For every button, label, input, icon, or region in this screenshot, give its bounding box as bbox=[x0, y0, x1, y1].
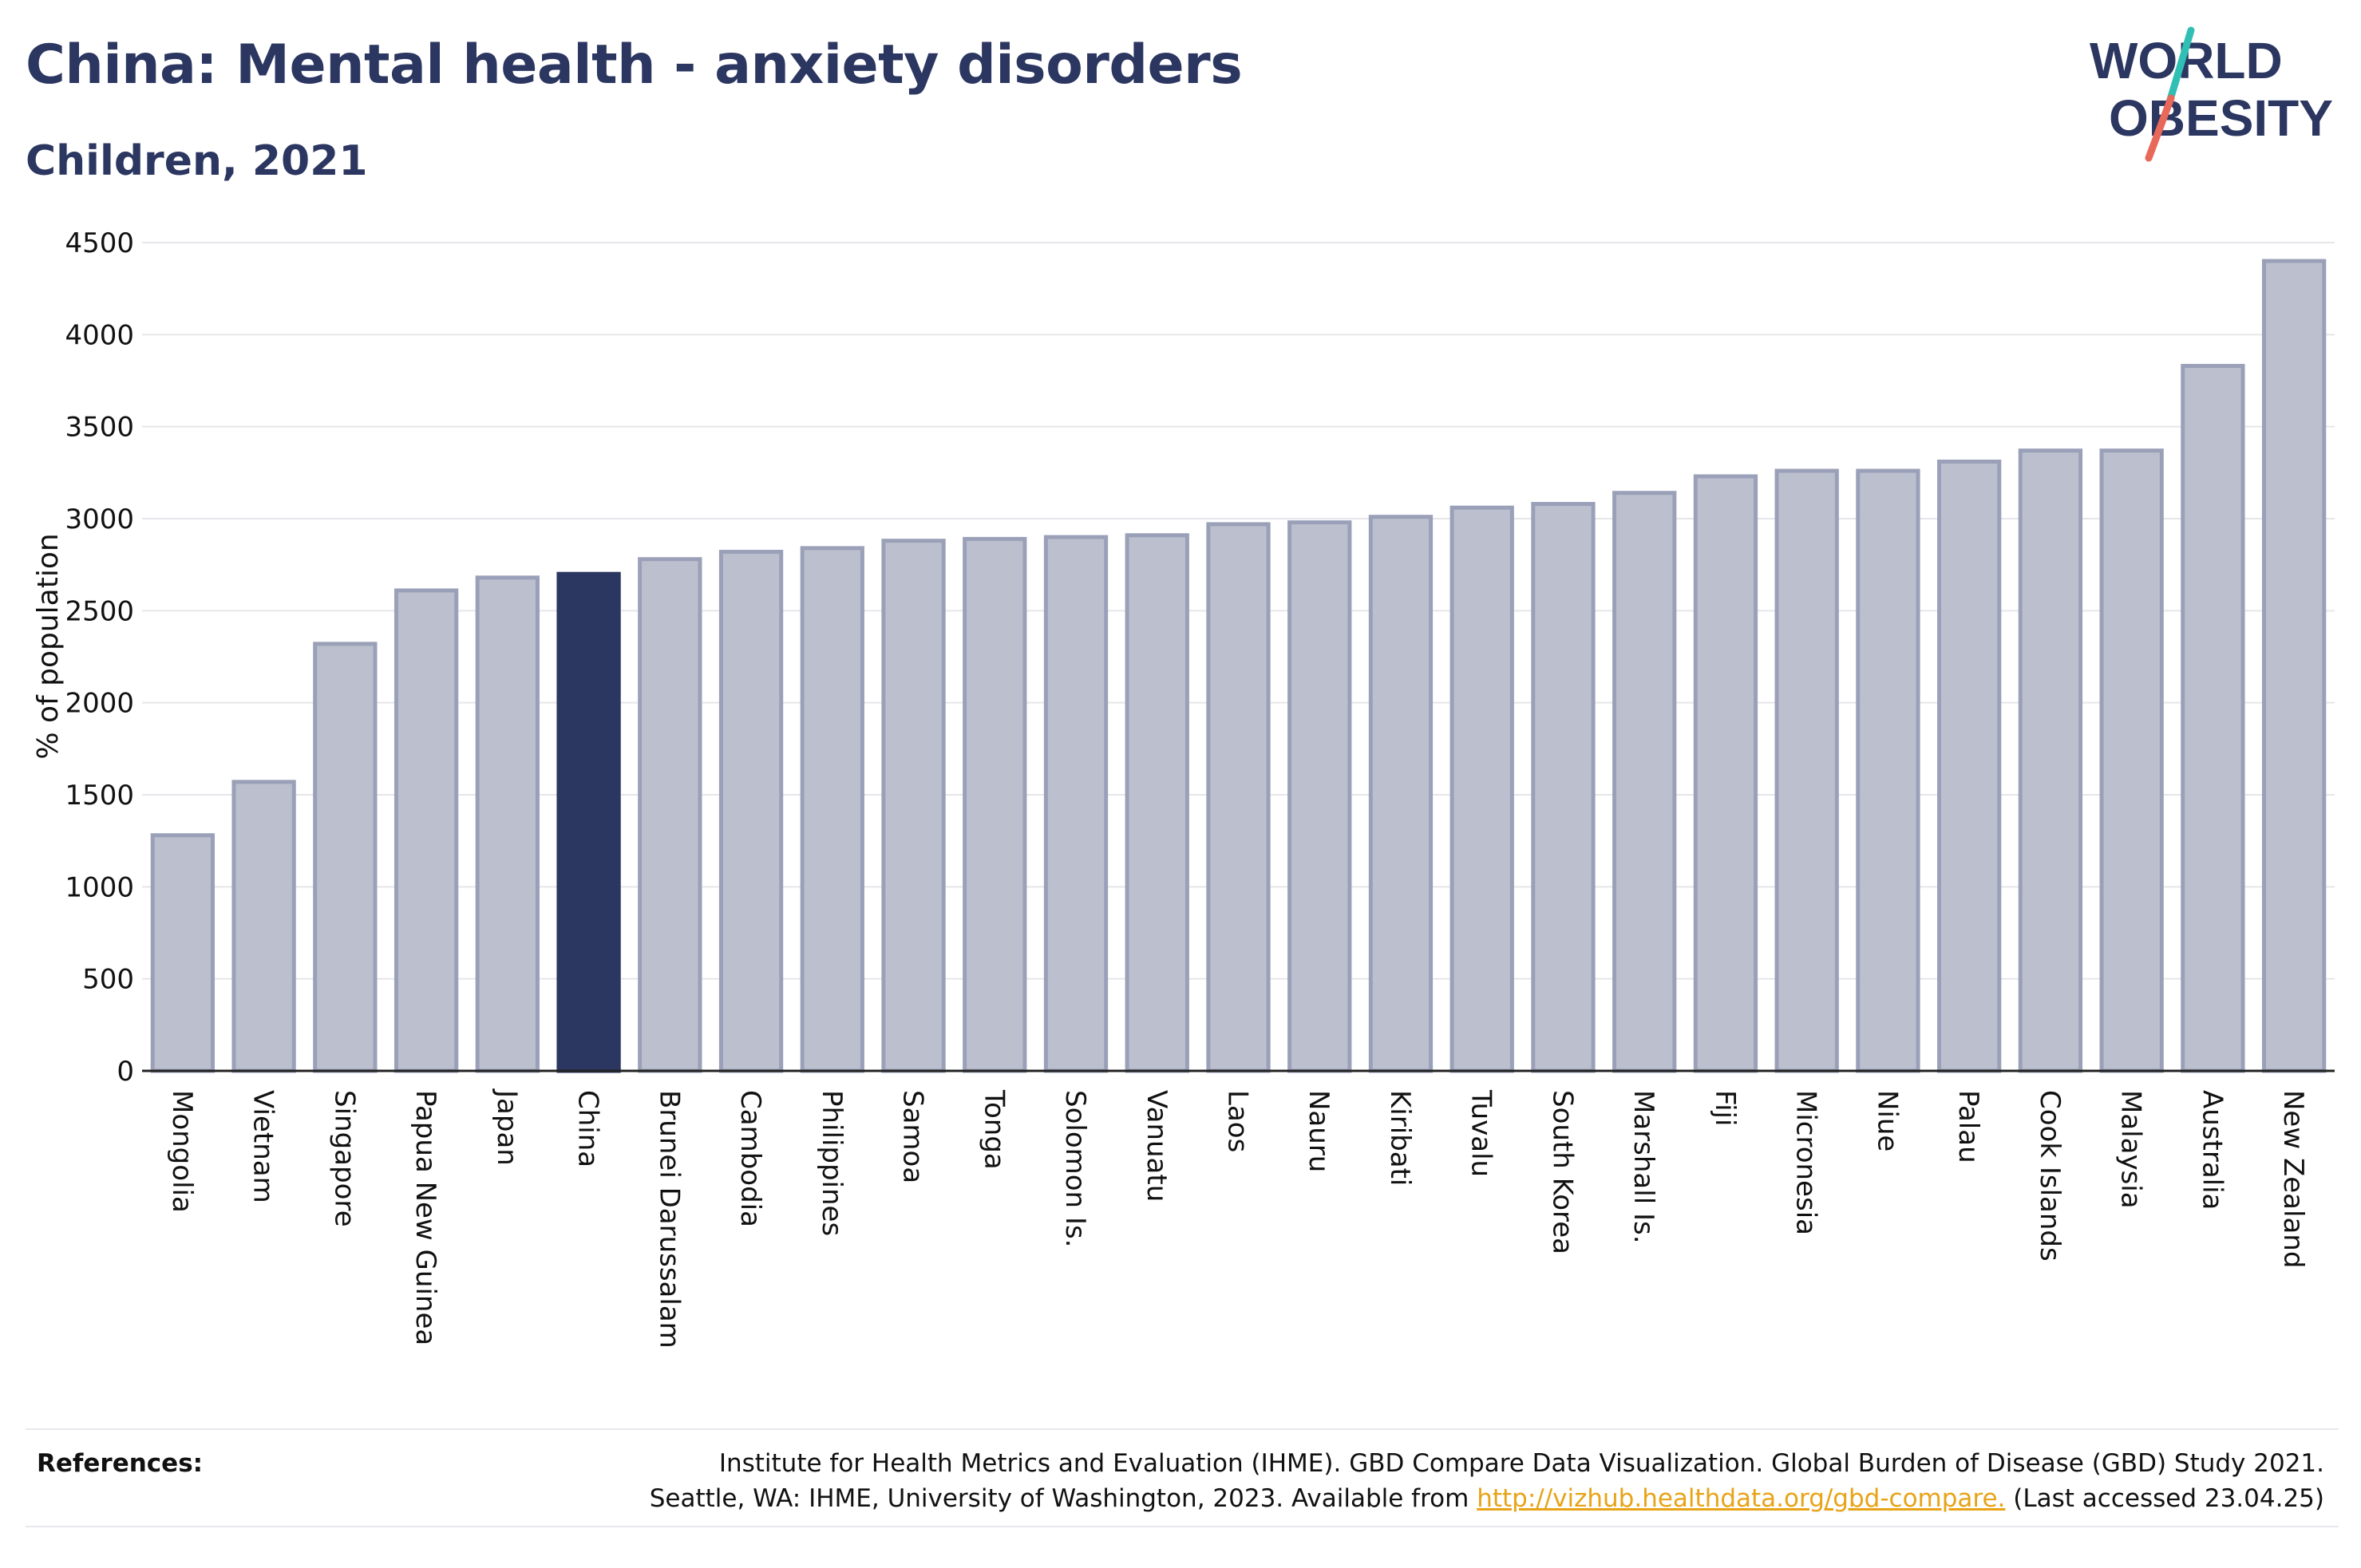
x-tick-label: New Zealand bbox=[2277, 1090, 2309, 1268]
x-tick-label: Micronesia bbox=[1790, 1090, 1822, 1235]
x-tick-label: Mongolia bbox=[166, 1090, 198, 1213]
x-tick-label: Vietnam bbox=[247, 1090, 279, 1203]
bar-philippines[interactable] bbox=[800, 546, 864, 1073]
y-tick-label: 500 bbox=[82, 964, 134, 996]
bar-new-zealand[interactable] bbox=[2261, 259, 2327, 1073]
bar-solomon-is[interactable] bbox=[1043, 535, 1109, 1073]
x-tick-label: South Korea bbox=[1546, 1090, 1578, 1254]
bar-china[interactable] bbox=[556, 571, 621, 1073]
y-tick-label: 3500 bbox=[65, 412, 134, 444]
bar-marshall-is[interactable] bbox=[1612, 491, 1677, 1073]
x-tick-label: Tonga bbox=[978, 1089, 1010, 1170]
x-tick-label: Philippines bbox=[816, 1090, 848, 1236]
logo-text-obesity: OBESITY bbox=[2109, 89, 2333, 147]
bar-brunei-darussalam[interactable] bbox=[638, 557, 702, 1073]
y-tick-label: 1000 bbox=[65, 871, 134, 903]
bar-palau[interactable] bbox=[1937, 459, 2002, 1073]
x-tick-label: Solomon Is. bbox=[1059, 1090, 1091, 1247]
x-tick-label: Malaysia bbox=[2115, 1090, 2147, 1209]
bar-tonga[interactable] bbox=[963, 536, 1027, 1073]
y-tick-label: 3000 bbox=[65, 504, 134, 535]
bar-chart: 0 500 1000 1500 2000 2500 3000 3500 4000 4500 Mon… bbox=[32, 227, 2335, 1349]
y-tick-label: 4500 bbox=[65, 227, 134, 259]
x-tick-label: Laos bbox=[1222, 1090, 1254, 1152]
y-axis-ticks: 0 500 1000 1500 2000 2500 3000 3500 4000 4500 bbox=[65, 227, 134, 1088]
x-tick-label: Papua New Guinea bbox=[409, 1090, 441, 1345]
x-tick-label: Vanuatu bbox=[1141, 1090, 1173, 1202]
reference-link[interactable]: http://vizhub.healthdata.org/gbd-compare… bbox=[1477, 1484, 2006, 1513]
bar-fiji[interactable] bbox=[1693, 474, 1758, 1073]
y-axis-label: % of population bbox=[32, 533, 65, 759]
x-tick-label: Australia bbox=[2196, 1090, 2228, 1210]
world-obesity-logo: WORLD OBESITY bbox=[2090, 26, 2333, 162]
x-tick-label: Marshall Is. bbox=[1627, 1090, 1659, 1244]
x-tick-label: Cook Islands bbox=[2034, 1090, 2066, 1262]
x-tick-label: Palau bbox=[1952, 1090, 1984, 1163]
logo-slash-teal bbox=[2165, 26, 2195, 106]
bar-papua-new-guinea[interactable] bbox=[394, 588, 459, 1073]
references-divider-top bbox=[26, 1428, 2339, 1430]
bar-japan[interactable] bbox=[475, 575, 540, 1073]
y-tick-label: 4000 bbox=[65, 319, 134, 351]
y-tick-label: 2500 bbox=[65, 595, 134, 627]
y-tick-label: 2000 bbox=[65, 688, 134, 720]
bar-micronesia[interactable] bbox=[1774, 468, 1839, 1073]
y-tick-label: 1500 bbox=[65, 780, 134, 812]
x-tick-label: Japan bbox=[491, 1088, 523, 1166]
x-tick-label: Cambodia bbox=[734, 1090, 766, 1227]
bars bbox=[150, 259, 2327, 1073]
x-tick-label: Kiribati bbox=[1384, 1090, 1416, 1186]
x-tick-label: Fiji bbox=[1709, 1090, 1741, 1126]
x-axis-labels: Mongolia Vietnam Singapore Papua New Guinea… bbox=[166, 1088, 2309, 1349]
references-label: References: bbox=[37, 1449, 204, 1478]
bar-tuvalu[interactable] bbox=[1449, 505, 1514, 1073]
x-tick-label: Niue bbox=[1871, 1090, 1903, 1151]
x-tick-label: Brunei Darussalam bbox=[653, 1090, 685, 1349]
chart-subtitle: Children, 2021 bbox=[26, 137, 368, 185]
bar-nauru[interactable] bbox=[1287, 520, 1352, 1073]
bar-mongolia[interactable] bbox=[150, 833, 216, 1073]
bar-cambodia[interactable] bbox=[718, 550, 784, 1073]
x-tick-label: Singapore bbox=[328, 1090, 360, 1227]
reference-line-2: Seattle, WA: IHME, University of Washing… bbox=[409, 1481, 2324, 1516]
bar-vietnam[interactable] bbox=[231, 780, 296, 1073]
bar-niue[interactable] bbox=[1856, 468, 1920, 1073]
reference-suffix: (Last accessed 23.04.25) bbox=[2005, 1484, 2324, 1513]
bar-australia[interactable] bbox=[2181, 364, 2245, 1073]
bar-malaysia[interactable] bbox=[2099, 448, 2164, 1073]
chart-title: China: Mental health - anxiety disorders bbox=[26, 34, 1243, 97]
x-tick-label: Tuvalu bbox=[1465, 1089, 1497, 1177]
references-text: Institute for Health Metrics and Evaluat… bbox=[409, 1446, 2324, 1516]
bar-laos[interactable] bbox=[1206, 522, 1271, 1073]
bar-cook-islands[interactable] bbox=[2018, 448, 2083, 1073]
bar-samoa[interactable] bbox=[881, 539, 946, 1073]
reference-prefix: Seattle, WA: IHME, University of Washing… bbox=[649, 1484, 1477, 1513]
x-tick-label: Samoa bbox=[897, 1090, 929, 1183]
bar-singapore[interactable] bbox=[313, 642, 378, 1073]
reference-line-1: Institute for Health Metrics and Evaluat… bbox=[718, 1449, 2324, 1478]
y-tick-label: 0 bbox=[117, 1056, 134, 1088]
x-tick-label: China bbox=[572, 1090, 604, 1167]
bar-south-korea[interactable] bbox=[1531, 502, 1596, 1073]
bar-kiribati[interactable] bbox=[1368, 515, 1434, 1073]
bar-vanuatu[interactable] bbox=[1125, 533, 1189, 1073]
references-divider-bottom bbox=[26, 1526, 2339, 1527]
logo-slash-coral bbox=[2145, 94, 2175, 162]
x-tick-label: Nauru bbox=[1303, 1090, 1335, 1172]
